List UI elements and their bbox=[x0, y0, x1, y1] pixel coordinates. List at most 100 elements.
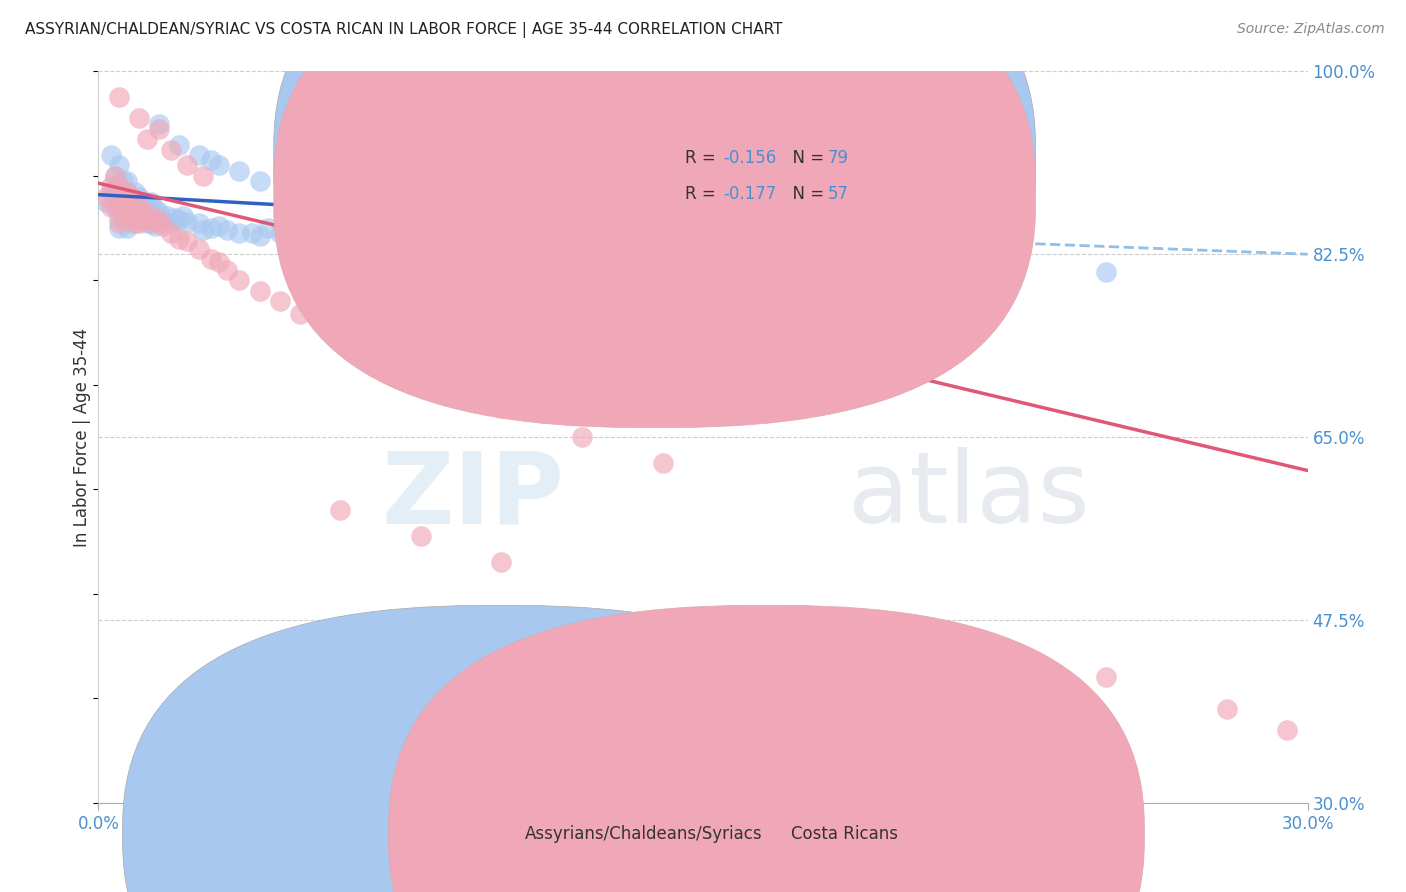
Point bbox=[120, 216, 142, 230]
Point bbox=[120, 194, 142, 209]
FancyBboxPatch shape bbox=[388, 606, 1144, 892]
Point bbox=[143, 216, 166, 230]
Point bbox=[228, 163, 250, 178]
Point bbox=[193, 169, 215, 183]
Point bbox=[329, 234, 352, 248]
Point bbox=[249, 284, 271, 298]
FancyBboxPatch shape bbox=[274, 0, 1035, 427]
Text: -0.156: -0.156 bbox=[724, 149, 776, 167]
Y-axis label: In Labor Force | Age 35-44: In Labor Force | Age 35-44 bbox=[73, 327, 91, 547]
Point bbox=[103, 190, 125, 204]
Point bbox=[491, 556, 513, 570]
Point bbox=[103, 200, 125, 214]
Point bbox=[551, 247, 574, 261]
Point bbox=[167, 137, 190, 152]
Point bbox=[208, 158, 231, 172]
Text: R =: R = bbox=[685, 149, 721, 167]
Point bbox=[135, 212, 157, 227]
Point bbox=[100, 179, 122, 194]
Point bbox=[100, 200, 122, 214]
Point bbox=[208, 219, 231, 233]
Point bbox=[188, 148, 211, 162]
Point bbox=[176, 234, 198, 248]
Point bbox=[288, 190, 311, 204]
Point bbox=[188, 242, 211, 256]
Point bbox=[176, 158, 198, 172]
Point bbox=[103, 194, 125, 209]
Point bbox=[128, 216, 150, 230]
Point bbox=[240, 227, 263, 241]
Point bbox=[167, 231, 190, 245]
Point bbox=[124, 194, 146, 209]
Point bbox=[120, 190, 142, 204]
Point bbox=[1095, 265, 1118, 279]
Point bbox=[96, 190, 118, 204]
FancyBboxPatch shape bbox=[274, 0, 1035, 391]
Point bbox=[128, 211, 150, 225]
Point bbox=[430, 377, 453, 392]
Point bbox=[115, 200, 138, 214]
Point bbox=[96, 194, 118, 209]
Point bbox=[128, 190, 150, 204]
Point bbox=[172, 209, 194, 223]
Text: Costa Ricans: Costa Ricans bbox=[792, 825, 898, 843]
Point bbox=[115, 200, 138, 214]
Point bbox=[309, 227, 332, 241]
Point bbox=[160, 227, 183, 241]
Point bbox=[409, 529, 432, 543]
Point bbox=[148, 117, 170, 131]
Point bbox=[148, 121, 170, 136]
Point bbox=[111, 211, 134, 225]
Point bbox=[107, 211, 129, 225]
Point bbox=[124, 185, 146, 199]
Text: R =: R = bbox=[685, 186, 721, 203]
Point bbox=[132, 205, 155, 219]
Point bbox=[107, 221, 129, 235]
Point bbox=[156, 209, 179, 223]
Point bbox=[107, 216, 129, 230]
Point bbox=[1095, 670, 1118, 684]
Point bbox=[571, 430, 593, 444]
Point bbox=[103, 169, 125, 183]
Point bbox=[772, 254, 794, 268]
Point bbox=[148, 205, 170, 219]
Point bbox=[115, 174, 138, 188]
Point bbox=[249, 174, 271, 188]
Point bbox=[120, 190, 142, 204]
Point bbox=[135, 216, 157, 230]
Point bbox=[349, 231, 371, 245]
Point bbox=[124, 216, 146, 230]
Point bbox=[107, 179, 129, 194]
Point bbox=[256, 221, 278, 235]
Point bbox=[111, 174, 134, 188]
Point bbox=[115, 194, 138, 209]
Point bbox=[692, 252, 714, 267]
Point bbox=[143, 202, 166, 217]
Point bbox=[200, 252, 222, 267]
Point bbox=[139, 216, 162, 230]
Point bbox=[329, 503, 352, 517]
Point bbox=[269, 294, 291, 309]
Point bbox=[124, 211, 146, 225]
Point bbox=[249, 229, 271, 244]
Point bbox=[111, 200, 134, 214]
Point bbox=[217, 263, 239, 277]
Point bbox=[139, 194, 162, 209]
Text: Source: ZipAtlas.com: Source: ZipAtlas.com bbox=[1237, 22, 1385, 37]
Point bbox=[152, 219, 174, 233]
Text: ASSYRIAN/CHALDEAN/SYRIAC VS COSTA RICAN IN LABOR FORCE | AGE 35-44 CORRELATION C: ASSYRIAN/CHALDEAN/SYRIAC VS COSTA RICAN … bbox=[25, 22, 783, 38]
Point bbox=[111, 211, 134, 225]
Point bbox=[200, 153, 222, 168]
Point bbox=[491, 401, 513, 415]
Point bbox=[288, 231, 311, 245]
Point bbox=[160, 216, 183, 230]
Point bbox=[107, 158, 129, 172]
Point bbox=[491, 244, 513, 258]
Point bbox=[107, 194, 129, 209]
Point bbox=[107, 200, 129, 214]
Point bbox=[148, 212, 170, 227]
Point bbox=[163, 211, 186, 225]
Text: ZIP: ZIP bbox=[381, 447, 564, 544]
Point bbox=[107, 200, 129, 214]
Point bbox=[208, 254, 231, 268]
